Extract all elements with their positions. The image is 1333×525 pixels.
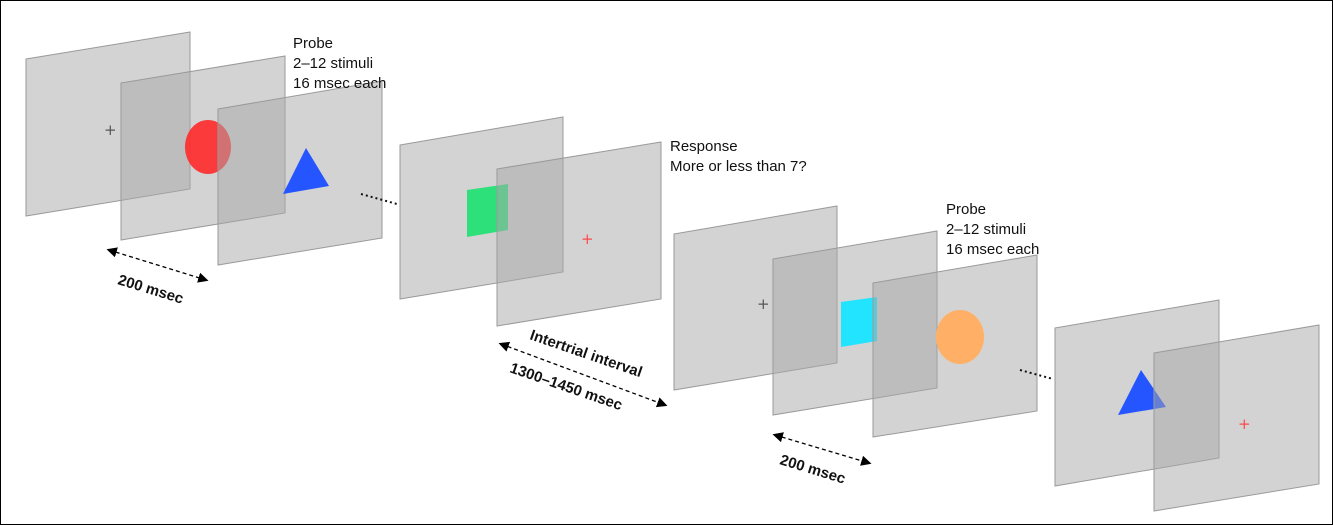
probe-duration-label-2: 16 msec each bbox=[946, 241, 1039, 258]
probe-duration-label-1: 16 msec each bbox=[293, 75, 386, 92]
duration-label-1: 200 msec bbox=[116, 272, 186, 308]
frame-10 bbox=[1153, 324, 1320, 512]
fixation-cross-red: + bbox=[581, 230, 594, 248]
duration-arrow-1 bbox=[106, 247, 209, 283]
response-question: More or less than 7? bbox=[670, 158, 807, 175]
probe-label-2: Probe bbox=[946, 201, 986, 218]
frame-5 bbox=[496, 141, 662, 327]
duration-label-2: 200 msec bbox=[778, 452, 848, 488]
intertrial-arrow bbox=[498, 341, 668, 408]
duration-arrow-2 bbox=[772, 432, 872, 466]
orange-circle bbox=[936, 310, 984, 364]
blue-triangle bbox=[283, 148, 329, 194]
fixation-cross-red-2: + bbox=[1238, 415, 1251, 433]
fixation-cross-2: + bbox=[757, 295, 770, 313]
fixation-cross: + bbox=[104, 121, 117, 139]
continuation-dots-2 bbox=[1019, 369, 1054, 380]
probe-count-label-2: 2–12 stimuli bbox=[946, 221, 1026, 238]
probe-count-label-1: 2–12 stimuli bbox=[293, 55, 373, 72]
response-label: Response bbox=[670, 138, 738, 155]
probe-label-1: Probe bbox=[293, 35, 333, 52]
continuation-dots-1 bbox=[360, 193, 398, 205]
cyan-square bbox=[841, 297, 877, 347]
